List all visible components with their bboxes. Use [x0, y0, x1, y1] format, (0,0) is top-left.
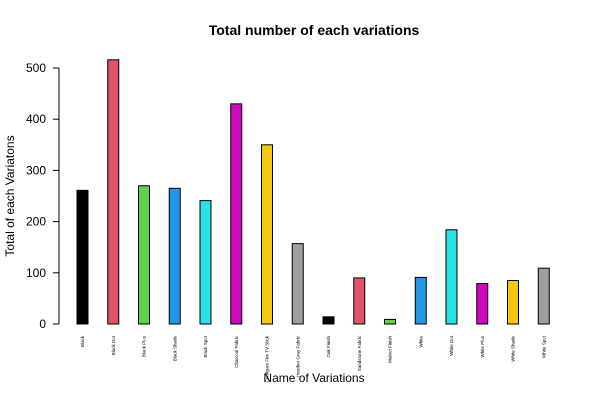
x-category-label: Black Spot: [203, 335, 208, 357]
x-category-label: Oak Finish: [326, 336, 331, 358]
x-category-label: Black Shade: [172, 336, 177, 362]
x-category-label: Black Plus: [142, 335, 147, 357]
x-category-label: Black Dot: [111, 335, 116, 355]
x-category-label: Heather Gray Fabric: [295, 335, 300, 377]
y-axis-label: Total of each Variatons: [3, 135, 17, 256]
x-category-label: Configure Fire TV Stick: [265, 335, 270, 382]
x-category-label: White Dot: [449, 335, 454, 356]
bar: [445, 229, 458, 325]
bar: [476, 283, 489, 325]
y-tick-label: 300: [26, 163, 46, 177]
y-tick-label: 100: [26, 266, 46, 280]
x-category-label: Charcoal Fabric: [234, 335, 239, 368]
bar: [168, 187, 181, 325]
bar: [322, 316, 335, 325]
bar: [414, 276, 427, 325]
bar: [76, 189, 89, 325]
bar: [261, 144, 273, 325]
x-axis-label: Name of Variations: [263, 371, 364, 385]
y-tick-label: 400: [26, 112, 46, 126]
bar: [107, 59, 120, 325]
chart-title: Total number of each variations: [209, 22, 420, 38]
bar: [353, 277, 366, 325]
x-category-label: White: [418, 336, 423, 348]
x-category-label: Sandstone Fabric: [357, 335, 362, 371]
bar: [230, 103, 243, 325]
y-tick-label: 0: [39, 317, 46, 331]
x-category-label: White Shade: [511, 336, 516, 362]
bar: [199, 200, 212, 325]
bar: [384, 318, 396, 325]
x-category-label: White Plus: [480, 335, 485, 357]
y-tick-label: 500: [26, 61, 46, 75]
x-category-label: White Spot: [541, 335, 546, 358]
y-axis-ticks: 0 100 200 300 400 500: [26, 61, 59, 331]
bar: [537, 267, 550, 325]
bar: [291, 243, 304, 325]
x-category-label: Walnut Finish: [388, 336, 393, 364]
bar: [507, 279, 519, 325]
bars-group: [76, 59, 550, 325]
x-category-label: Black: [80, 335, 85, 347]
bar: [138, 185, 150, 325]
y-tick-label: 200: [26, 215, 46, 229]
category-labels: Black Black Dot Black Plus Black Shade Black…: [80, 335, 546, 382]
